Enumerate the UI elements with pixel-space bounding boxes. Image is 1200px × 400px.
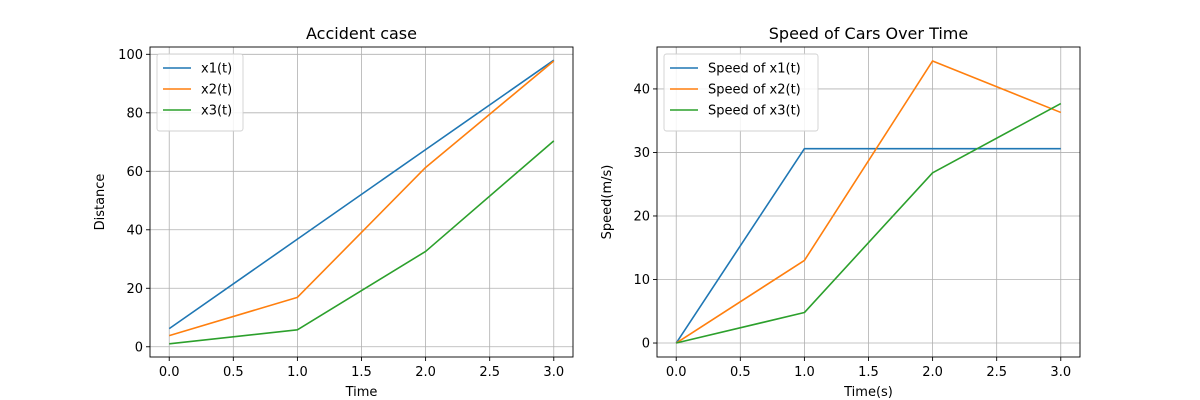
y-tick-label: 10 xyxy=(633,273,650,288)
y-tick-label: 40 xyxy=(126,223,143,238)
y-tick-label: 40 xyxy=(633,82,650,97)
x-tick-label: 0.5 xyxy=(730,365,751,380)
y-tick-label: 30 xyxy=(633,146,650,161)
y-tick-label: 20 xyxy=(126,282,143,297)
y-tick-label: 100 xyxy=(118,48,143,63)
x-tick-label: 2.5 xyxy=(479,365,500,380)
series-line-1 xyxy=(675,147,1061,344)
legend-box xyxy=(156,53,244,132)
series-line-2 xyxy=(675,60,1062,344)
x-tick-label: 1.0 xyxy=(287,365,308,380)
legend-entry-2: Speed of x2(t) xyxy=(708,83,801,98)
chart-1: 0.0 0.5 1.0 1.5 2.0 2.5 3.0 0 20 40 60 80 100 Acciden… xyxy=(93,24,574,400)
chart-2: 0.0 0.5 1.0 1.5 2.0 2.5 3.0 0 10 20 30 40 Speed of C… xyxy=(600,24,1081,400)
x-axis-label: Time(s) xyxy=(843,385,893,400)
x-tick-label: 3.0 xyxy=(543,365,564,380)
y-axis-label: Speed(m/s) xyxy=(600,165,615,240)
legend-box xyxy=(663,53,819,132)
y-tick-label: 80 xyxy=(126,106,143,121)
series-line-3 xyxy=(676,102,1062,344)
legend-entry-1: x1(t) xyxy=(201,62,232,77)
legend-entry-3: Speed of x3(t) xyxy=(708,104,801,119)
x-tick-label: 0.0 xyxy=(666,365,687,380)
legend-entry-1: Speed of x1(t) xyxy=(708,62,801,77)
x-tick-label: 1.0 xyxy=(794,365,815,380)
x-tick-label: 1.5 xyxy=(351,365,372,380)
legend-entry-3: x3(t) xyxy=(201,104,232,119)
legend: Speed of x1(t) Speed of x2(t) Speed of x3(… xyxy=(663,53,819,132)
series-line-3 xyxy=(169,140,555,345)
x-tick-label: 2.0 xyxy=(922,365,943,380)
x-tick-label: 1.5 xyxy=(858,365,879,380)
y-tick-label: 60 xyxy=(126,165,143,180)
series-line-2 xyxy=(169,60,555,337)
y-tick-label: 0 xyxy=(135,340,143,355)
y-tick-label: 0 xyxy=(642,337,650,352)
x-tick-label: 2.0 xyxy=(415,365,436,380)
legend: x1(t) x2(t) x3(t) xyxy=(156,53,244,132)
chart-title: Accident case xyxy=(306,24,417,43)
legend-entry-2: x2(t) xyxy=(201,83,232,98)
x-tick-label: 3.0 xyxy=(1050,365,1071,380)
x-tick-label: 0.0 xyxy=(159,365,180,380)
x-tick-label: 2.5 xyxy=(986,365,1007,380)
y-axis-label: Distance xyxy=(93,174,108,231)
x-axis-label: Time xyxy=(345,385,378,400)
chart-title: Speed of Cars Over Time xyxy=(769,24,968,43)
x-tick-label: 0.5 xyxy=(223,365,244,380)
y-tick-label: 20 xyxy=(633,209,650,224)
series-line-1 xyxy=(168,59,555,330)
